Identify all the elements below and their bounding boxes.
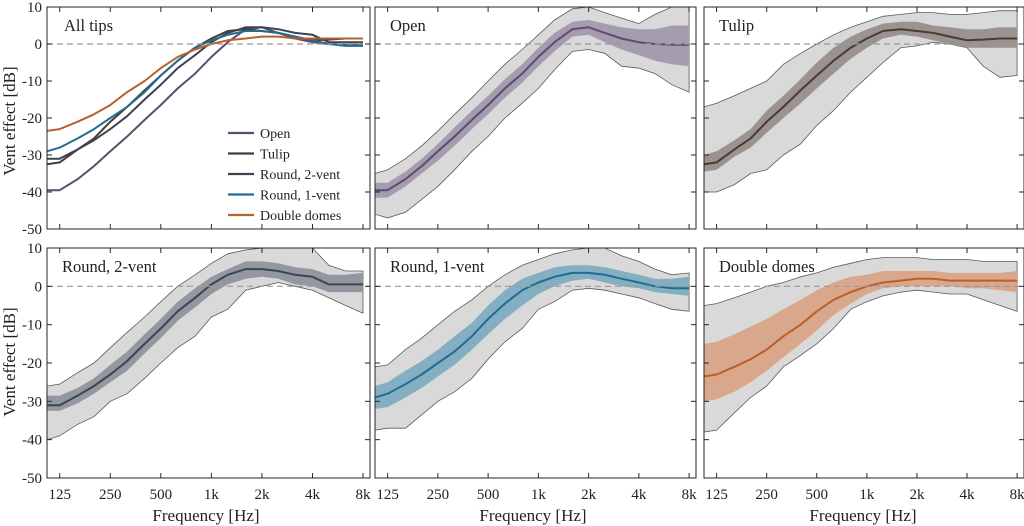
mean-line-open <box>375 26 690 192</box>
y-tick-label-3-5: 0 <box>35 279 43 295</box>
x-axis-label-left: Frequency [Hz] <box>152 506 259 525</box>
inner-range-band-tulip <box>704 21 1018 172</box>
y-tick-label-3-3: -20 <box>22 356 42 372</box>
y-tick-label-3-1: -40 <box>22 433 42 449</box>
mean-line-double <box>703 277 1018 378</box>
x-tick-label-3-4: 2k <box>254 487 270 503</box>
x-tick-label-4-6: 8k <box>682 487 698 503</box>
x-axis-label-right: Frequency [Hz] <box>809 506 916 525</box>
y-tick-label-3-0: -50 <box>22 471 42 487</box>
x-tick-label-5-5: 4k <box>960 487 976 503</box>
x-tick-label-4-2: 500 <box>477 487 500 503</box>
mean-line-tulip <box>703 28 1018 166</box>
inner-range-band-open <box>375 20 690 198</box>
panel-title-round2: Round, 2-vent <box>62 257 157 276</box>
x-tick-label-5-4: 2k <box>909 487 925 503</box>
legend-label-open: Open <box>260 127 290 142</box>
x-tick-label-3-6: 8k <box>356 487 372 503</box>
inner-range-band-double <box>704 271 1018 402</box>
y-tick-label-0-0: -50 <box>22 222 42 238</box>
x-tick-label-5-6: 8k <box>1010 487 1024 503</box>
y-tick-label-0-1: -40 <box>22 185 42 201</box>
x-axis-label-middle: Frequency [Hz] <box>479 506 586 525</box>
y-axis-label-bottom: Vent effect [dB] <box>0 307 19 416</box>
x-tick-label-4-5: 4k <box>631 487 647 503</box>
x-tick-label-5-1: 250 <box>755 487 778 503</box>
x-tick-label-5-0: 125 <box>705 487 728 503</box>
legend-label-double: Double domes <box>260 209 341 224</box>
outer-range-band-tulip <box>703 10 1018 193</box>
inner-range-band-round1 <box>375 265 690 409</box>
overview-line-round1 <box>46 30 363 153</box>
x-tick-label-4-4: 2k <box>581 487 597 503</box>
legend-label-round2: Round, 2-vent <box>260 168 340 183</box>
y-tick-label-0-2: -30 <box>22 148 42 164</box>
x-tick-label-3-2: 500 <box>150 487 173 503</box>
panel-title-round1: Round, 1-vent <box>390 257 485 276</box>
legend-label-round1: Round, 1-vent <box>260 189 340 204</box>
y-tick-label-0-3: -20 <box>22 111 42 127</box>
x-tick-label-4-0: 125 <box>376 487 399 503</box>
x-tick-label-4-3: 1k <box>531 487 547 503</box>
overview-line-double <box>46 35 363 132</box>
x-tick-label-5-3: 1k <box>859 487 875 503</box>
y-tick-label-0-4: -10 <box>22 74 42 90</box>
x-tick-label-4-1: 250 <box>427 487 450 503</box>
y-tick-label-3-2: -30 <box>22 394 42 410</box>
panel-title-all-tips: All tips <box>64 16 113 35</box>
legend-label-tulip: Tulip <box>260 148 290 163</box>
x-tick-label-5-2: 500 <box>806 487 829 503</box>
y-tick-label-0-6: 10 <box>27 0 42 16</box>
outer-range-band-open <box>374 6 690 219</box>
y-tick-label-0-5: 0 <box>35 37 43 53</box>
panel-title-open: Open <box>390 16 426 35</box>
outer-range-band-double <box>703 257 1018 433</box>
outer-range-band-round1 <box>374 247 690 431</box>
overview-line-open <box>47 26 363 192</box>
x-tick-label-3-5: 4k <box>305 487 321 503</box>
x-tick-label-3-3: 1k <box>204 487 220 503</box>
y-tick-label-3-6: 10 <box>27 241 42 257</box>
outer-range-band-round2 <box>46 247 364 441</box>
panel-title-tulip: Tulip <box>719 16 754 35</box>
x-tick-label-3-0: 125 <box>48 487 71 503</box>
x-tick-label-3-1: 250 <box>99 487 122 503</box>
mean-line-round2 <box>47 268 363 407</box>
panel-title-double: Double domes <box>719 257 815 276</box>
overview-line-round2 <box>47 26 363 160</box>
y-axis-label-top: Vent effect [dB] <box>0 66 19 175</box>
y-tick-label-3-4: -10 <box>22 318 42 334</box>
